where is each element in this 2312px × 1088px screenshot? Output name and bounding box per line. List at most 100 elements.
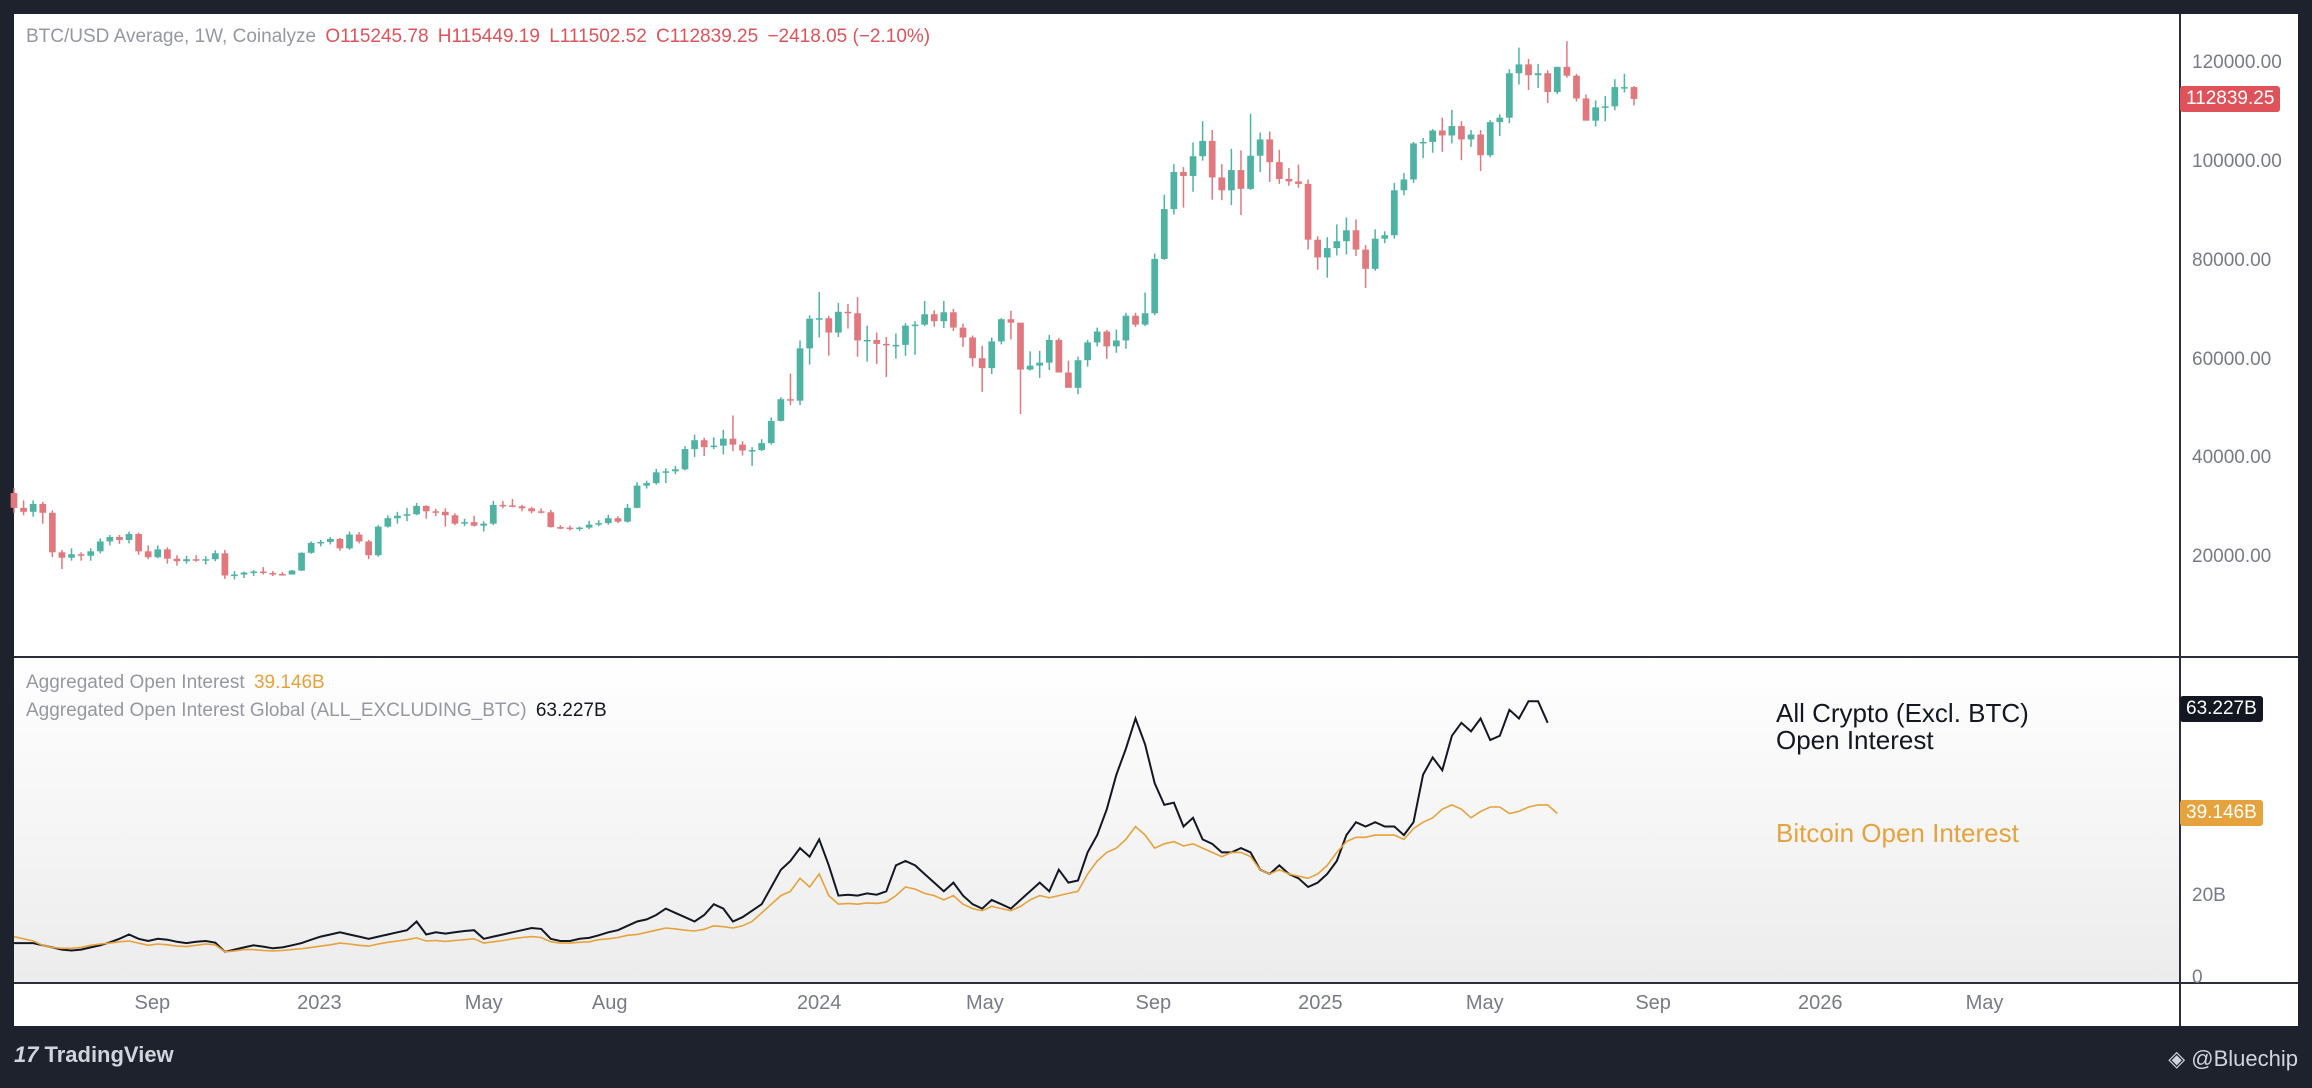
candle-body xyxy=(969,337,976,359)
btc-oi-line xyxy=(13,804,1558,953)
candle-body xyxy=(1592,107,1599,121)
candle-body xyxy=(509,505,516,507)
x-tick-label: 2023 xyxy=(297,992,342,1014)
price-legend: BTC/USD Average, 1W, Coinalyze O115245.7… xyxy=(26,26,934,48)
candle-body xyxy=(988,341,996,369)
candle-body xyxy=(48,512,56,553)
candle-body xyxy=(1438,130,1446,136)
candle-body xyxy=(1295,181,1302,184)
candle-body xyxy=(1113,340,1120,347)
candle-body xyxy=(1601,106,1609,108)
candle-body xyxy=(20,507,27,512)
x-tick-label: Sep xyxy=(134,992,171,1014)
candle-body xyxy=(1563,66,1571,76)
candle-body xyxy=(221,553,229,576)
btc-oi-badge: 39.146B xyxy=(2180,799,2263,826)
tradingview-logo[interactable]: 17 TradingView xyxy=(14,1042,174,1068)
candle-body xyxy=(528,508,535,512)
candle-body xyxy=(1630,87,1638,99)
candle-body xyxy=(662,471,670,473)
candle-body xyxy=(1477,134,1484,156)
candle-body xyxy=(1065,372,1072,388)
candle-body xyxy=(844,311,852,314)
candle-body xyxy=(1026,365,1034,370)
candle-body xyxy=(1390,190,1398,236)
btc-oi-value: 39.146B xyxy=(253,672,325,693)
candle-body xyxy=(1352,230,1360,250)
candle-body xyxy=(902,325,909,345)
close-value: C112839.25 xyxy=(656,26,759,47)
candle-body xyxy=(691,440,698,450)
candle-body xyxy=(192,559,200,561)
tradingview-mark-icon: 17 xyxy=(14,1042,39,1067)
candle-body xyxy=(940,312,948,322)
candle-body xyxy=(1515,64,1523,74)
candle-body xyxy=(1400,179,1408,191)
candle-body xyxy=(1621,87,1628,89)
candle-body xyxy=(403,514,411,516)
candle-body xyxy=(240,572,248,575)
candle-body xyxy=(921,314,928,325)
x-tick-label: May xyxy=(1965,992,2004,1014)
alt-oi-name: Aggregated Open Interest Global (ALL_EXC… xyxy=(26,700,527,721)
candle-body xyxy=(1544,73,1552,93)
candle-body xyxy=(1160,209,1168,259)
candle-body xyxy=(1381,235,1389,239)
oi-tick-label: 0 xyxy=(2192,967,2203,988)
candle-body xyxy=(1199,140,1206,157)
candle-body xyxy=(633,485,641,508)
candle-body xyxy=(307,542,315,553)
price-tick-label: 120000.00 xyxy=(2192,52,2282,74)
candle-body xyxy=(748,450,756,452)
candle-body xyxy=(729,438,737,445)
candle-body xyxy=(652,472,660,484)
candle-body xyxy=(1208,140,1216,178)
x-tick-label: 2024 xyxy=(796,992,842,1014)
symbol-label: BTC/USD Average, 1W, Coinalyze xyxy=(26,26,317,47)
candle-body xyxy=(1314,239,1322,258)
candle-body xyxy=(825,318,833,333)
x-axis-area[interactable] xyxy=(14,984,2298,1026)
candle-body xyxy=(710,445,718,448)
x-tick-label: 2025 xyxy=(1298,992,1343,1014)
candle-body xyxy=(1132,315,1139,325)
candle-body xyxy=(882,343,890,346)
candle-body xyxy=(863,339,871,342)
candle-body xyxy=(518,506,526,509)
candle-body xyxy=(154,549,162,558)
candle-body xyxy=(87,551,95,556)
price-tick-label: 20000.00 xyxy=(2192,546,2272,568)
high-value: H115449.19 xyxy=(437,26,540,47)
candle-body xyxy=(997,319,1005,342)
candle-body xyxy=(1017,322,1024,370)
x-tick-label: May xyxy=(965,992,1004,1014)
candle-body xyxy=(1419,141,1427,144)
candle-body xyxy=(135,534,142,552)
candle-body xyxy=(873,339,881,344)
candle-body xyxy=(1506,73,1513,118)
candle-body xyxy=(815,318,823,320)
btc-oi-annotation: Bitcoin Open Interest xyxy=(1776,818,2019,848)
alt-oi-annotation-line2: Open Interest xyxy=(1776,725,1934,755)
candle-body xyxy=(1573,75,1580,99)
candles-group xyxy=(10,41,1638,580)
candle-body xyxy=(978,358,986,369)
x-tick-label: 2026 xyxy=(1797,992,1843,1014)
credit-text: @Bluechip xyxy=(2191,1046,2298,1071)
open-value: O115245.78 xyxy=(325,26,429,47)
candle-body xyxy=(1582,98,1590,121)
candle-body xyxy=(173,558,181,562)
candle-body xyxy=(499,504,507,507)
candle-body xyxy=(1093,331,1101,343)
candle-body xyxy=(1343,230,1350,242)
oi-pane[interactable] xyxy=(14,658,2179,982)
candle-body xyxy=(835,311,842,333)
candle-body xyxy=(537,511,545,513)
candle-body xyxy=(422,505,430,512)
candle-body xyxy=(557,527,564,529)
candle-body xyxy=(1496,117,1504,123)
candle-body xyxy=(1074,360,1082,388)
candle-body xyxy=(183,559,190,562)
